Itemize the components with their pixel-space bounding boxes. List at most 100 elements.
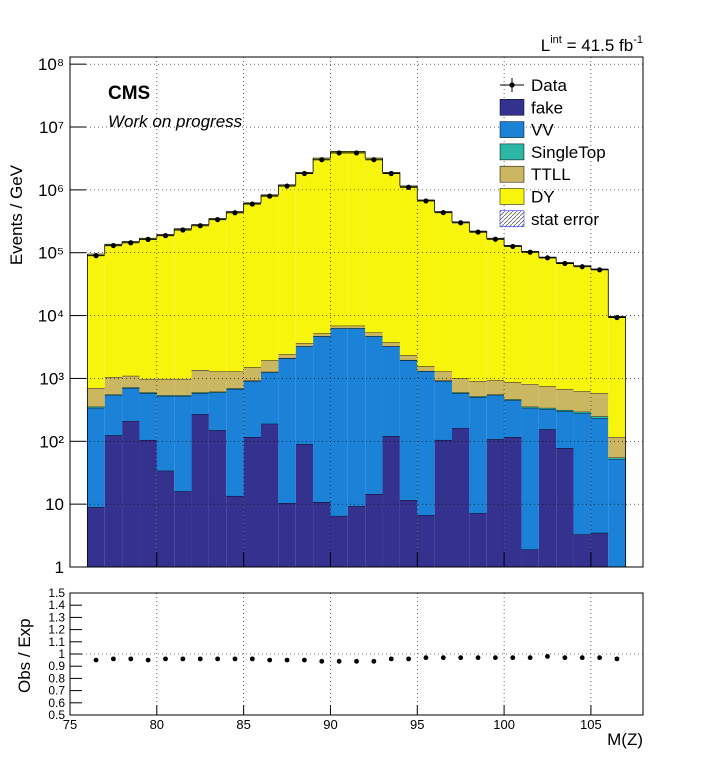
stack-bar — [452, 393, 470, 429]
data-point — [405, 184, 412, 190]
stack-bar — [608, 459, 626, 567]
ratio-point — [111, 656, 116, 662]
y-tick-label: 10⁵ — [38, 244, 64, 263]
x-tick-label: 100 — [493, 717, 515, 732]
stack-bar — [191, 224, 209, 371]
data-point — [267, 193, 273, 199]
stack-bar — [347, 506, 366, 567]
stack-bar — [313, 158, 331, 334]
stack-bar — [365, 158, 383, 333]
stack-bar — [417, 366, 435, 371]
stack-bar — [382, 172, 400, 343]
ratio-point — [614, 656, 620, 662]
stack-bar — [313, 333, 331, 337]
stack-bar — [382, 342, 400, 347]
lumi-part: L — [541, 36, 550, 55]
ratio-point — [493, 655, 498, 661]
stack-bar — [452, 378, 470, 393]
stack-bar — [382, 346, 400, 437]
stack-bar — [486, 395, 505, 440]
stack-bar — [573, 391, 591, 412]
lumi-part: -1 — [633, 34, 643, 46]
y-tick-label: 0.8 — [48, 671, 65, 685]
stack-bar — [261, 423, 279, 567]
stack-bar — [295, 346, 314, 445]
ratio-point — [597, 655, 602, 661]
stack-bar — [434, 211, 452, 372]
ratio-point — [354, 658, 359, 664]
stack-bar — [486, 439, 505, 567]
data-point — [145, 236, 151, 242]
ratio-point — [284, 657, 290, 663]
stack-bar — [330, 151, 348, 326]
y-tick-label: 0.7 — [48, 684, 65, 698]
legend-swatch — [499, 210, 525, 228]
data-point — [319, 157, 325, 163]
stack-bar — [104, 395, 123, 436]
stack-bar — [295, 444, 314, 567]
stack-bar — [122, 241, 140, 376]
x-tick-label: 85 — [236, 717, 250, 732]
ratio-point — [319, 658, 325, 664]
stack-bar — [504, 400, 522, 438]
stack-bar — [521, 251, 539, 385]
lumi-part: = 41.5 fb — [562, 36, 633, 55]
stack-bar — [156, 378, 175, 396]
data-point — [249, 201, 255, 207]
stack-bar — [399, 360, 418, 501]
ratio-point — [197, 656, 203, 662]
stack-bar — [504, 382, 522, 400]
data-point — [492, 236, 499, 242]
stack-bar — [573, 413, 591, 535]
stack-bar — [87, 407, 105, 508]
data-point — [110, 242, 117, 249]
stack-bar — [226, 371, 244, 389]
stack-bar — [295, 343, 314, 347]
stack-bar — [156, 234, 175, 379]
data-point — [301, 170, 308, 177]
stack-bar — [399, 355, 418, 360]
stack-bar — [347, 325, 366, 329]
ratio-point — [562, 655, 568, 661]
ratio-point — [336, 658, 342, 664]
stack-bar — [590, 269, 609, 394]
stack-bar — [538, 429, 557, 567]
stack-bar — [174, 491, 192, 567]
ratio-point — [458, 655, 464, 661]
stack-bar — [521, 384, 539, 407]
stack-bar — [347, 151, 366, 326]
stack-bar — [104, 377, 123, 395]
data-point — [596, 267, 603, 273]
stack-bar — [538, 407, 557, 410]
data-point — [440, 209, 446, 216]
stack-bar — [87, 406, 105, 408]
stack-bar — [417, 515, 435, 567]
stack-bar — [590, 416, 609, 419]
ratio-point — [128, 656, 134, 662]
ratio-point — [215, 656, 220, 662]
ratio-point — [527, 655, 533, 661]
ratio-point — [232, 656, 238, 662]
stack-bar — [261, 194, 279, 361]
stack-bar — [573, 411, 591, 414]
data-point — [475, 229, 481, 235]
stack-bar — [208, 392, 227, 431]
stack-bar — [538, 386, 557, 408]
stack-bar — [590, 393, 609, 417]
ratio-point — [145, 657, 151, 663]
stack-bar — [469, 231, 487, 382]
legend-swatch — [499, 165, 525, 183]
stack-bar — [243, 202, 261, 368]
stack-bar — [122, 387, 140, 422]
stack-bar — [434, 439, 452, 567]
y-axis-title: Obs / Exp — [15, 618, 34, 693]
stack-bar — [174, 396, 192, 492]
stack-bar — [243, 381, 261, 438]
y-tick-label: 10⁶ — [38, 181, 64, 200]
stack-bar — [417, 371, 435, 516]
stack-bar — [330, 515, 348, 567]
legend-label: fake — [531, 98, 563, 117]
data-point — [214, 217, 221, 223]
stack-bar — [278, 358, 296, 504]
stack-bar — [590, 418, 609, 533]
